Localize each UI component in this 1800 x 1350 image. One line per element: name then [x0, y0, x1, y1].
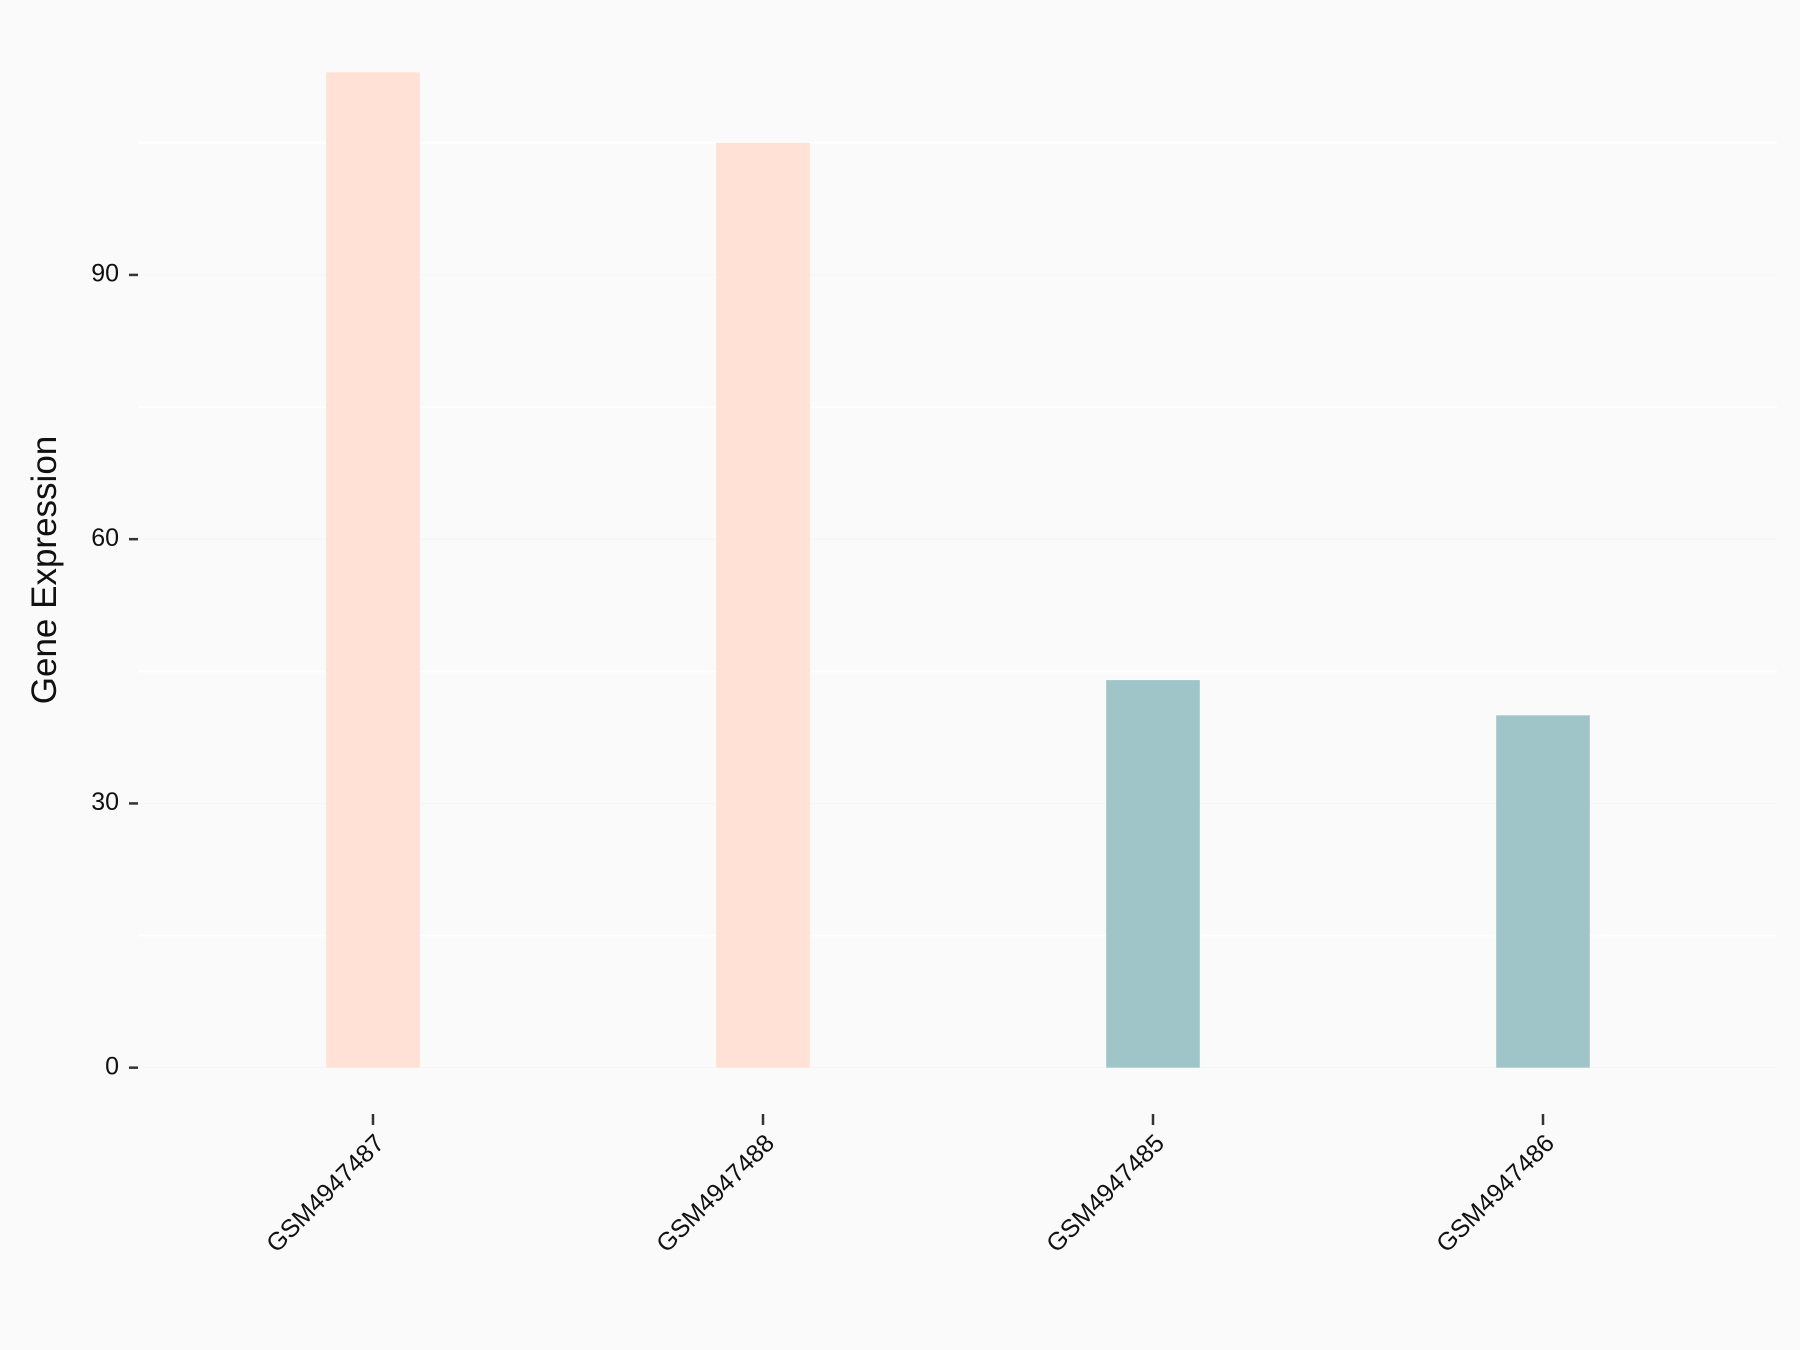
- y-tick-label: 30: [91, 788, 119, 816]
- bar: [1106, 680, 1200, 1068]
- y-tick-label: 90: [91, 260, 119, 288]
- y-axis-title: Gene Expression: [25, 436, 64, 704]
- y-tick-label: 60: [91, 524, 119, 552]
- bar: [1496, 715, 1590, 1068]
- bar: [326, 72, 420, 1068]
- bar: [716, 142, 810, 1068]
- y-tick-label: 0: [105, 1052, 119, 1080]
